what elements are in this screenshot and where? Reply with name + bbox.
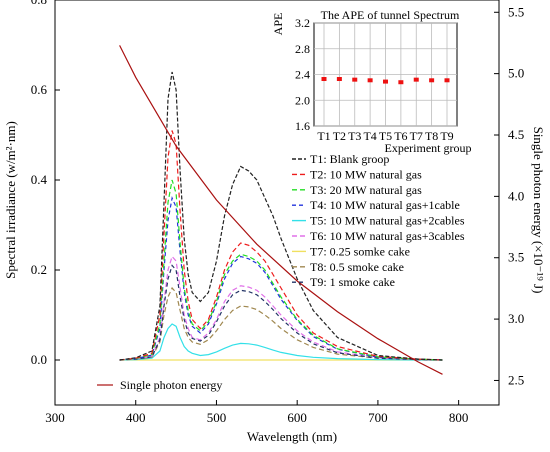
x-tick-label: 400 [126,410,146,425]
inset-y-tick-label: 1.6 [295,119,310,133]
legend-label: T5: 10 MW natural gas+2cables [310,214,465,228]
legend-label: T8: 0.5 smoke cake [310,260,404,274]
inset-point-t2 [336,77,342,82]
inset-x-axis-title: Experiment group [385,141,472,155]
y2-tick-label: 4.0 [508,188,524,203]
secondary-legend-label: Single photon energy [120,378,222,392]
inset-y-axis-title: APE [271,13,285,36]
plot-frame [54,0,500,406]
inset-chart: The APE of tunnel Spectrum APE Experimen… [267,5,482,155]
inset-y-tick-label: 2.4 [295,68,310,82]
inset-y-tick-label: 2.0 [295,93,310,107]
inset-x-tick-label: T2 [333,129,346,143]
inset-x-tick-label: T4 [363,129,376,143]
y2-tick-label: 2.5 [508,372,524,387]
inset-grid-group: 1.6 2.0 2.4 2.8 3.2 T1 T2 T3 T4 T5 T6 T7 T8 T9 [295,16,457,143]
inset-x-tick-label: T3 [348,129,361,143]
inset-x-tick-label: T8 [425,129,438,143]
single-photon-energy-line [119,45,443,375]
x-tick-label: 300 [45,410,65,425]
y-axis-title: Spectral irradiance (w/m²·nm) [3,121,18,279]
inset-point-t4 [367,78,373,83]
y-tick-label: 0.8 [31,0,47,7]
inset-points-group [321,77,450,85]
series-line-t6 [119,255,443,361]
y2-tick-label: 3.5 [508,250,524,265]
inset-title: The APE of tunnel Spectrum [321,8,460,22]
main-ticks-group: 300 400 500 600 700 800 0.0 0.2 0.4 0.6 0.8 2.5 3.0 3… [31,0,524,425]
inset-point-t9 [444,78,450,83]
inset-y-tick-label: 3.2 [295,16,310,30]
legend-label: T1: Blank groop [310,152,389,166]
inset-point-t5 [383,79,388,84]
inset-y-tick-label: 2.8 [295,42,310,56]
legend-label: T3: 20 MW natural gas [310,183,422,197]
y2-tick-label: 5.5 [508,4,524,19]
series-line-t5 [119,323,443,361]
x-tick-label: 700 [368,410,388,425]
inset-point-t7 [413,77,419,82]
series-line-t1 [119,71,443,361]
y-tick-label: 0.6 [31,82,48,97]
x-tick-label: 500 [207,410,227,425]
series-line-t4 [119,195,443,361]
y2-axis-title: Single photon energy (×10⁻¹⁹ J) [531,127,546,294]
inset-x-tick-label: T1 [317,129,330,143]
main-plot: 300 400 500 600 700 800 0.0 0.2 0.4 0.6 0.8 2.5 3.0 3… [3,0,546,444]
y-tick-label: 0.4 [31,172,48,187]
series-line-t2 [119,130,443,361]
legend-label: T7: 0.25 somke cake [310,244,410,258]
inset-point-t3 [352,77,358,82]
inset-x-tick-label: T5 [379,129,392,143]
inset-x-tick-label: T7 [410,129,423,143]
legend-label: T4: 10 MW natural gas+1cable [310,198,460,212]
y2-tick-label: 4.5 [508,127,524,142]
series-line-t9 [119,264,443,361]
x-tick-label: 800 [449,410,469,425]
main-series-group [119,45,443,375]
x-tick-label: 600 [287,410,307,425]
y-tick-label: 0.0 [31,352,47,367]
y2-tick-label: 3.0 [508,311,524,326]
y-tick-label: 0.2 [31,262,47,277]
inset-point-t1 [321,77,327,82]
inset-point-t8 [429,78,435,83]
y2-tick-label: 5.0 [508,66,524,81]
series-line-t8 [119,286,443,361]
inset-x-tick-label: T9 [440,129,453,143]
legend-label: T9: 1 smoke cake [310,275,395,289]
legend-label: T2: 10 MW natural gas [310,167,422,181]
inset-x-tick-label: T6 [394,129,407,143]
inset-point-t6 [398,80,404,85]
legend-label: T6: 10 MW natural gas+3cables [310,229,465,243]
secondary-legend: Single photon energy [97,378,222,392]
x-axis-title: Wavelength (nm) [247,429,337,444]
